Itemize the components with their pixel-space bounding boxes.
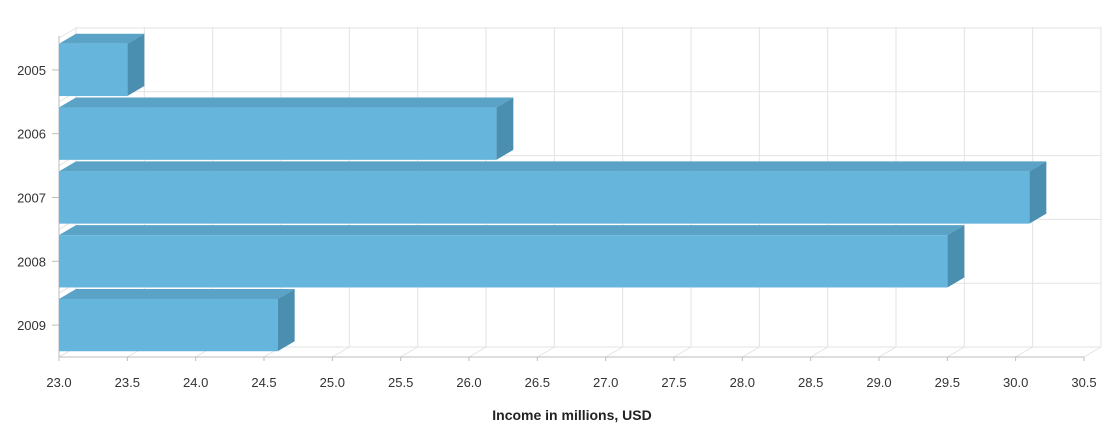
floor-grid-line bbox=[332, 346, 350, 358]
x-axis-label: Income in millions, USD bbox=[492, 407, 651, 423]
bar-side-face bbox=[277, 288, 295, 352]
bar-front-face bbox=[59, 298, 278, 352]
y-tick-label: 2005 bbox=[17, 63, 46, 78]
x-tick-label: 30.5 bbox=[1071, 375, 1096, 390]
x-tick-label: 30.0 bbox=[1003, 375, 1028, 390]
bar-side-face bbox=[1029, 161, 1047, 224]
x-tick-labels: 23.0 23.5 24.0 24.5 25.0 25.5 26.0 26.5 27.0 27.5… bbox=[46, 357, 1097, 390]
bar-side-face bbox=[947, 225, 965, 288]
bar-top-face bbox=[59, 161, 1047, 172]
y-tick-labels: 2005 2006 2007 2008 2009 bbox=[17, 63, 59, 333]
bar-side-face bbox=[496, 97, 514, 160]
bar-2005 bbox=[59, 33, 145, 97]
bar-front-face bbox=[59, 107, 497, 160]
x-tick-label: 29.0 bbox=[866, 375, 891, 390]
x-tick-label: 29.5 bbox=[935, 375, 960, 390]
bar-front-face bbox=[59, 171, 1030, 224]
x-tick-label: 28.0 bbox=[730, 375, 755, 390]
floor-grid-line bbox=[468, 346, 487, 358]
y-tick-label: 2008 bbox=[17, 254, 46, 269]
bar-side-face bbox=[127, 33, 145, 97]
floor-grid-line bbox=[1015, 346, 1033, 358]
floor-grid-line bbox=[810, 346, 828, 358]
x-tick-label: 27.0 bbox=[593, 375, 618, 390]
bar-top-face bbox=[59, 288, 295, 299]
floor-grid-line bbox=[537, 346, 555, 358]
floor-grid-line bbox=[400, 346, 418, 358]
x-tick-label: 26.5 bbox=[525, 375, 550, 390]
bar-2006 bbox=[59, 97, 514, 160]
y-tick-label: 2009 bbox=[17, 318, 46, 333]
y-tick-label: 2007 bbox=[17, 191, 46, 206]
side-grid-line bbox=[58, 27, 77, 39]
bar-2007 bbox=[59, 161, 1047, 224]
x-tick-label: 25.5 bbox=[388, 375, 413, 390]
x-tick-label: 24.0 bbox=[183, 375, 208, 390]
floor-grid-line bbox=[605, 346, 623, 358]
floor-grid-line bbox=[742, 346, 760, 358]
x-tick-label: 27.5 bbox=[661, 375, 686, 390]
bars bbox=[59, 33, 1047, 352]
bar-2009 bbox=[59, 288, 295, 352]
x-tick-label: 23.0 bbox=[46, 375, 71, 390]
bar-front-face bbox=[59, 43, 128, 97]
x-tick-label: 28.5 bbox=[798, 375, 823, 390]
x-tick-label: 23.5 bbox=[115, 375, 140, 390]
y-tick-label: 2006 bbox=[17, 127, 46, 142]
x-tick-label: 25.0 bbox=[320, 375, 345, 390]
bar-top-face bbox=[59, 97, 514, 108]
floor-grid-line bbox=[878, 346, 897, 358]
bar-top-face bbox=[59, 33, 145, 44]
bar-top-face bbox=[59, 225, 965, 236]
floor-grid-line bbox=[673, 346, 692, 358]
floor-grid-line bbox=[947, 346, 965, 358]
floor-grid-line bbox=[1083, 346, 1102, 358]
bar-2008 bbox=[59, 225, 965, 288]
x-tick-label: 26.0 bbox=[456, 375, 481, 390]
x-tick-label: 24.5 bbox=[251, 375, 276, 390]
bar-front-face bbox=[59, 235, 948, 288]
